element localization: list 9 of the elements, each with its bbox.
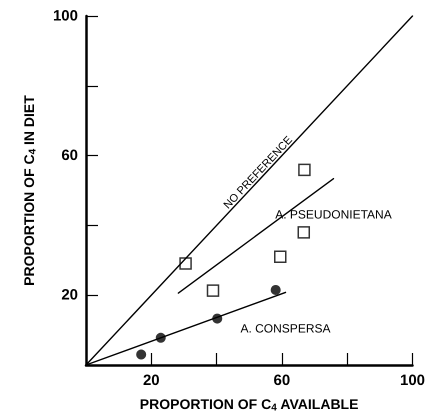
- x-tick-label: 100: [400, 372, 425, 389]
- series-label: A. CONSPERSA: [240, 321, 330, 336]
- y-axis-title: PROPORTION OF C4 IN DIET: [21, 94, 38, 286]
- x-tick-label: 20: [142, 372, 160, 389]
- y-tick-label: 60: [61, 147, 78, 164]
- series-label: A. PSEUDONIETANA: [275, 208, 392, 222]
- x-tick-label: 60: [274, 372, 290, 389]
- y-tick-label: 20: [61, 286, 78, 304]
- y-tick-label: 100: [52, 8, 78, 24]
